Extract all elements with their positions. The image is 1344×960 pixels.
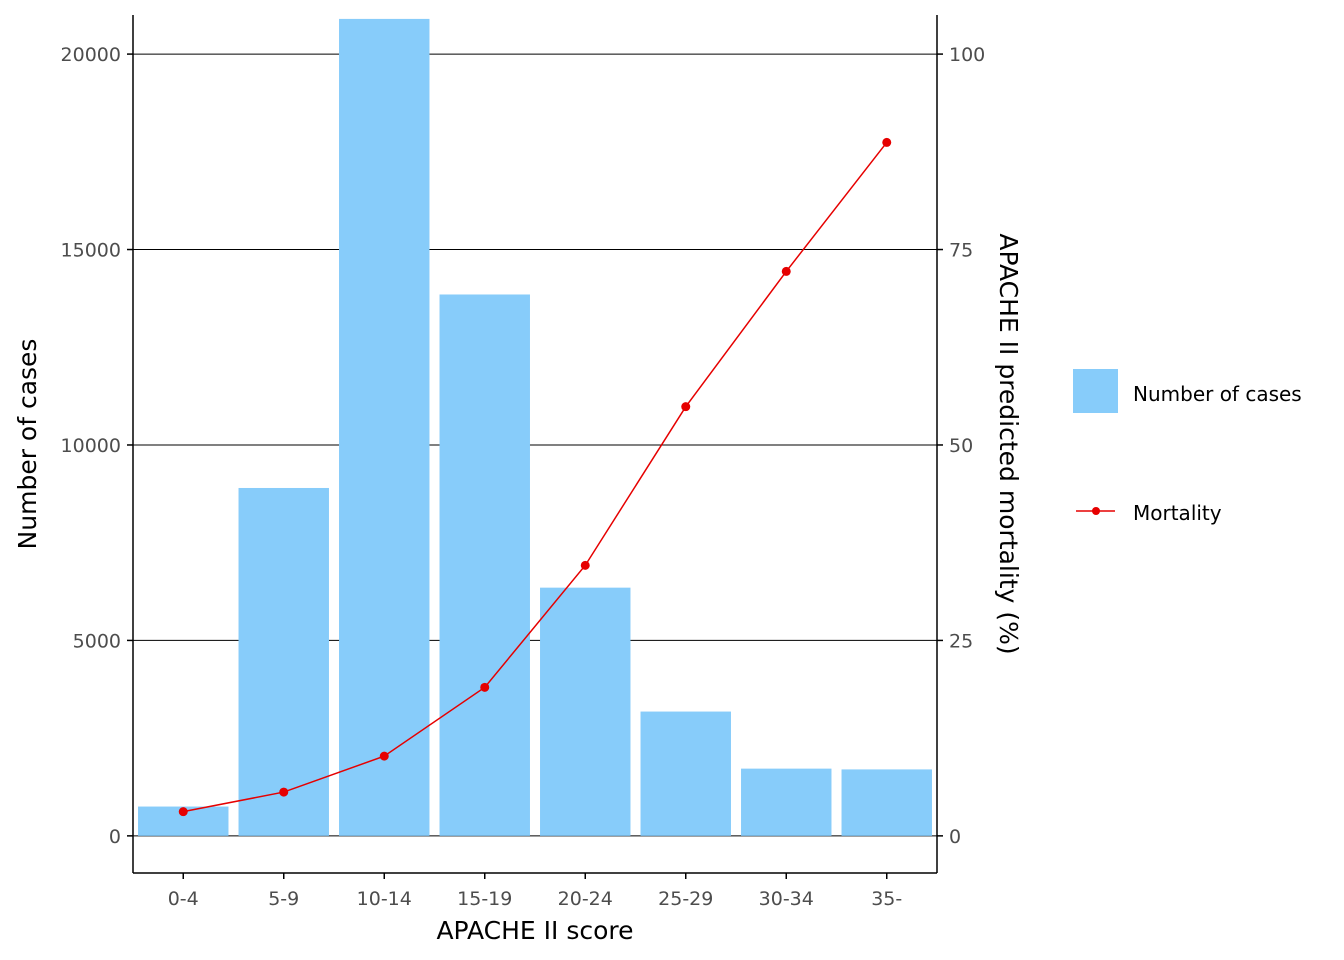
x-tick-label: 10-14 — [357, 888, 412, 910]
mortality-point-0-4 — [178, 807, 188, 817]
legend: Number of cases Mortality — [1073, 369, 1302, 525]
mortality-point-20-24 — [580, 560, 590, 570]
x-axis-title: APACHE II score — [436, 916, 633, 945]
bar-30-34 — [741, 768, 832, 836]
x-tick-label: 30-34 — [759, 888, 814, 910]
x-tick-label: 35- — [871, 888, 902, 910]
y2-tick-label: 50 — [949, 435, 973, 457]
mortality-point-25-29 — [681, 402, 691, 412]
x-tick-label: 20-24 — [558, 888, 613, 910]
mortality-point-5-9 — [279, 787, 289, 797]
ticks: 0 5000 10000 15000 20000 0 25 50 75 100 0-4 5-9 10-1… — [61, 44, 986, 910]
legend-label-mortality: Mortality — [1133, 501, 1222, 525]
y-tick-label: 15000 — [61, 240, 121, 262]
mortality-point-15-19 — [480, 682, 490, 692]
bar-25-29 — [640, 711, 731, 836]
mortality-point-35- — [882, 137, 892, 147]
x-tick-label: 25-29 — [658, 888, 713, 910]
bar-35- — [841, 769, 932, 836]
y2-tick-label: 100 — [949, 44, 985, 66]
y-tick-label: 5000 — [73, 630, 121, 652]
y2-tick-label: 75 — [949, 240, 973, 262]
y2-axis-title: APACHE II predicted mortality (%) — [994, 233, 1023, 654]
y-tick-label: 0 — [109, 826, 121, 848]
y2-tick-label: 0 — [949, 826, 961, 848]
y2-tick-label: 25 — [949, 630, 973, 652]
line-series — [178, 137, 892, 817]
mortality-point-10-14 — [379, 751, 389, 761]
x-tick-label: 5-9 — [268, 888, 299, 910]
bar-15-19 — [439, 294, 530, 836]
y-tick-label: 10000 — [61, 435, 121, 457]
bar-20-24 — [540, 587, 631, 836]
x-tick-label: 0-4 — [168, 888, 199, 910]
bar-5-9 — [238, 487, 329, 836]
mortality-line — [183, 141, 888, 813]
axes — [132, 15, 938, 874]
legend-key-mortality-point — [1092, 507, 1100, 515]
legend-label-number-of-cases: Number of cases — [1133, 382, 1302, 406]
y-axis-title: Number of cases — [13, 339, 42, 550]
y-tick-label: 20000 — [61, 44, 121, 66]
mortality-point-30-34 — [781, 266, 791, 276]
x-tick-label: 15-19 — [457, 888, 512, 910]
legend-key-number-of-cases — [1073, 369, 1118, 413]
bar-10-14 — [339, 18, 430, 836]
bar-series — [138, 18, 932, 836]
